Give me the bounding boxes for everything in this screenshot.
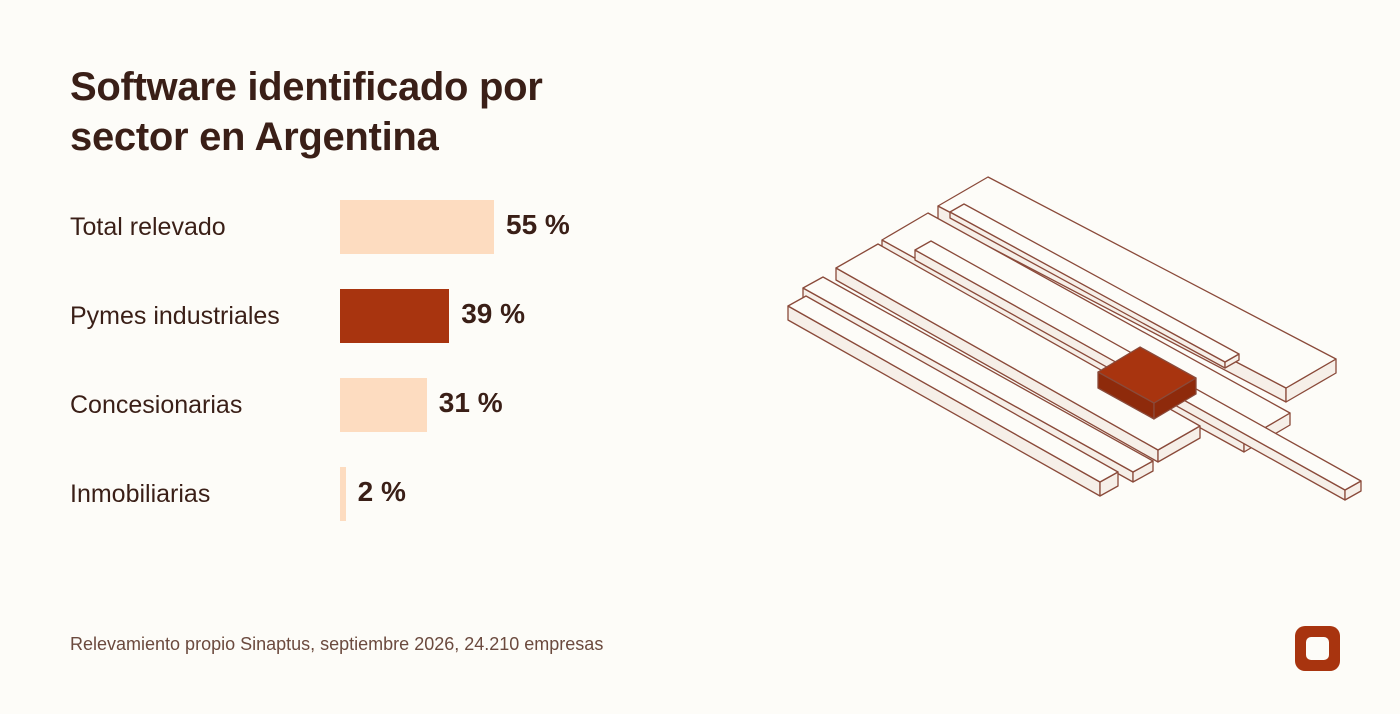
value-label: 39 % [461,298,526,329]
category-label: Concesionarias [70,391,243,419]
illustration-shape [1097,346,1197,404]
value-label: 55 % [506,209,570,240]
source-note: Relevamiento propio Sinaptus, septiembre… [70,634,604,654]
bar-row: Inmobiliarias 2 % [0,467,700,521]
category-label: Total relevado [70,213,226,241]
bar [340,467,346,521]
illustration-shape [787,295,1119,483]
bar-row: Concesionarias 31 % [0,378,700,432]
logo [1295,626,1340,671]
illustration-shape [802,276,1154,473]
bar [340,378,427,432]
bar [340,200,494,254]
illustration-shape [949,203,1240,363]
bar-row: Total relevado 55 % [0,200,700,254]
logo-inner [1306,637,1329,660]
bar-row: Pymes industriales 39 % [0,289,700,343]
illustration-shape [835,243,1201,451]
illustration [787,176,1362,501]
chart-title: Software identificado por sector en Arge… [70,65,543,159]
category-label: Inmobiliarias [70,480,211,508]
value-label: 2 % [357,476,406,507]
category-label: Pymes industriales [70,302,280,330]
bar [340,289,450,343]
value-label: 31 % [438,387,503,418]
